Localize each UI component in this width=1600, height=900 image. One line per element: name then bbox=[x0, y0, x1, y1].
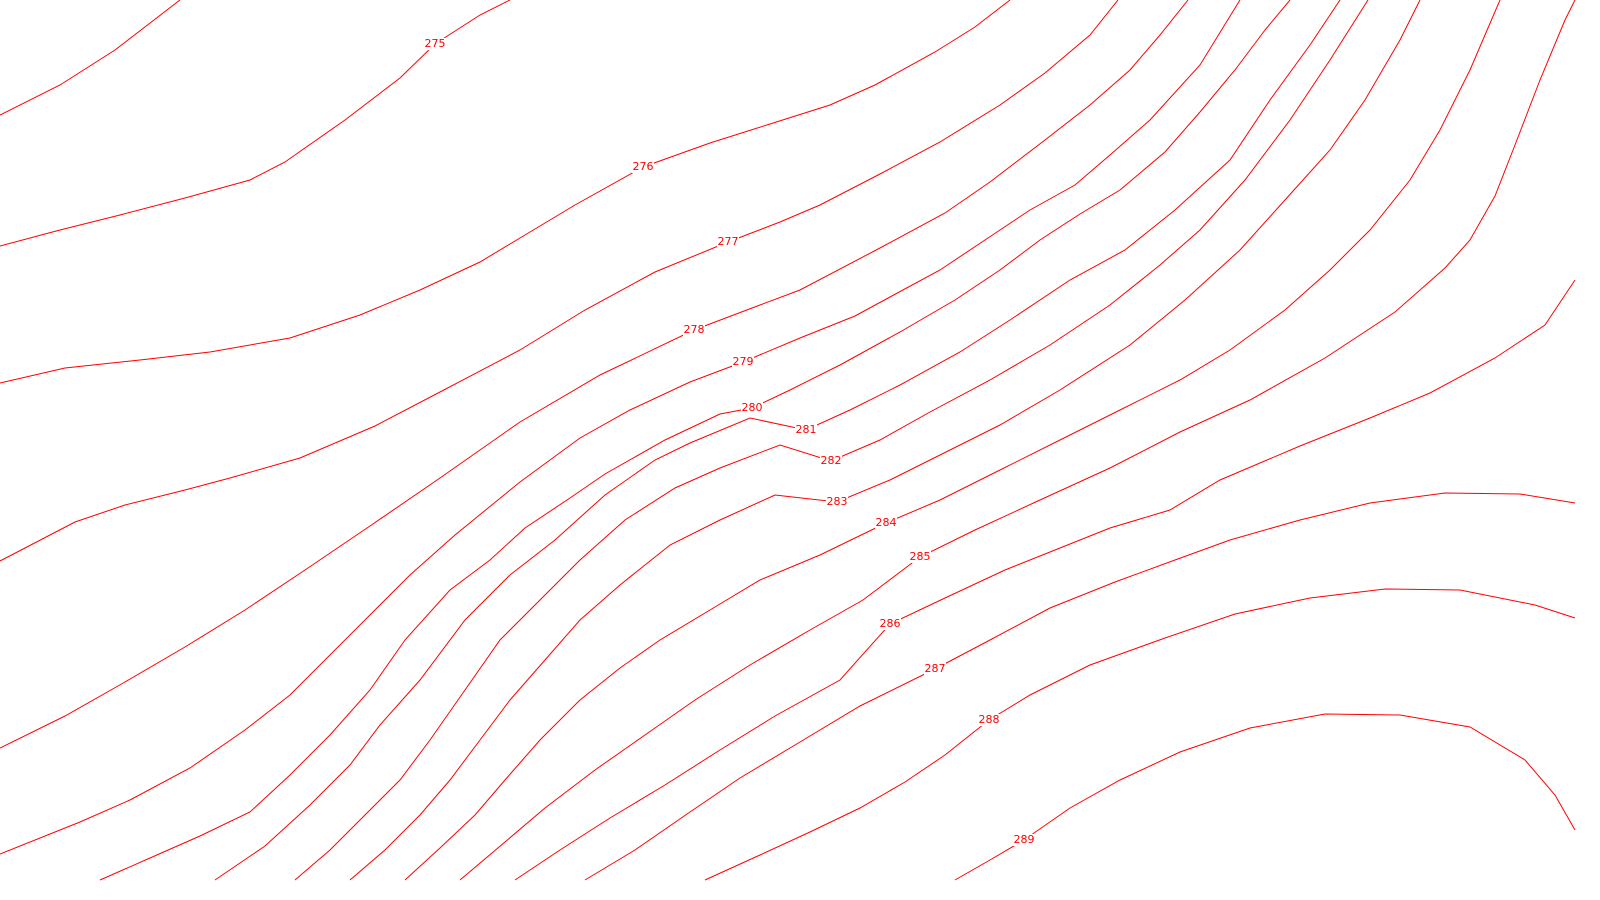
contour-line-288 bbox=[704, 588, 1576, 881]
contour-label-bg bbox=[683, 324, 705, 336]
contour-label-288: 288 bbox=[979, 713, 1000, 726]
contour-label-275: 275 bbox=[425, 37, 446, 50]
contour-line-280 bbox=[99, 0, 1291, 881]
contour-label-289: 289 bbox=[1014, 833, 1035, 846]
contour-line-285 bbox=[459, 0, 1576, 881]
contour-label-285: 285 bbox=[910, 550, 931, 563]
contour-label-282: 282 bbox=[821, 454, 842, 467]
contour-label-bg bbox=[879, 618, 901, 630]
contour-line-286 bbox=[514, 279, 1576, 881]
contour-label-bg bbox=[924, 663, 946, 675]
contour-label-bg bbox=[978, 714, 1000, 726]
contour-line-282 bbox=[294, 0, 1369, 881]
contour-line-281 bbox=[214, 0, 1341, 881]
contour-label-bg bbox=[1013, 834, 1035, 846]
contour-label-bg bbox=[632, 161, 654, 173]
contour-label-bg bbox=[820, 455, 842, 467]
contour-label-bg bbox=[795, 424, 817, 436]
contour-label-bg bbox=[741, 402, 763, 414]
contour-label-286: 286 bbox=[880, 617, 901, 630]
contour-labels: 275 276 277 278 279 280 281 282 283 284 285 286 287 2… bbox=[424, 37, 1035, 846]
contour-line-279 bbox=[0, 0, 1241, 855]
contour-line-287 bbox=[584, 492, 1576, 881]
contour-label-bg bbox=[424, 38, 446, 50]
contour-label-bg bbox=[826, 496, 848, 508]
contour-label-bg bbox=[875, 517, 897, 529]
contour-label-bg bbox=[909, 551, 931, 563]
contour-label-277: 277 bbox=[718, 235, 739, 248]
contour-line-284 bbox=[404, 0, 1501, 881]
contour-line-276 bbox=[0, 0, 1011, 384]
contour-label-bg bbox=[732, 356, 754, 368]
contour-label-bg bbox=[717, 236, 739, 248]
contour-label-284: 284 bbox=[876, 516, 897, 529]
contour-line-277 bbox=[0, 0, 1119, 562]
contour-label-279: 279 bbox=[733, 355, 754, 368]
contour-label-283: 283 bbox=[827, 495, 848, 508]
contour-label-276: 276 bbox=[633, 160, 654, 173]
contour-label-280: 280 bbox=[742, 401, 763, 414]
contour-label-281: 281 bbox=[796, 423, 817, 436]
contour-line-275-segment bbox=[0, 0, 181, 116]
contour-line-275 bbox=[0, 0, 511, 247]
contour-label-278: 278 bbox=[684, 323, 705, 336]
contour-label-287: 287 bbox=[925, 662, 946, 675]
